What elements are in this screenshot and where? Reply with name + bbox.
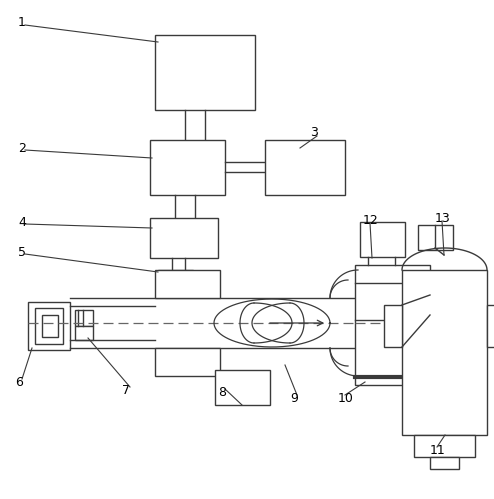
Bar (487, 305, 494, 347)
Bar (414, 435, 475, 457)
Bar (155, 35, 255, 110)
Bar (436, 228, 452, 248)
Text: 9: 9 (290, 392, 298, 405)
Bar (75, 326, 93, 340)
Bar (75, 310, 93, 326)
Bar (155, 270, 220, 298)
Text: 13: 13 (435, 212, 451, 225)
Text: 11: 11 (430, 444, 446, 457)
Text: 12: 12 (363, 214, 379, 227)
Bar (150, 218, 218, 258)
Bar (42, 315, 58, 337)
Text: 1: 1 (18, 15, 26, 28)
Bar (265, 140, 345, 195)
Bar (155, 348, 220, 376)
Bar (402, 270, 487, 435)
Bar (150, 140, 225, 195)
Bar (215, 370, 270, 405)
Text: 8: 8 (218, 386, 226, 399)
Text: 6: 6 (15, 376, 23, 389)
Text: 2: 2 (18, 142, 26, 155)
Text: 5: 5 (18, 246, 26, 258)
Text: 4: 4 (18, 216, 26, 229)
Text: 7: 7 (122, 384, 130, 397)
Bar (158, 270, 193, 288)
Text: 3: 3 (310, 127, 318, 140)
Bar (360, 222, 405, 257)
Bar (430, 457, 459, 469)
Bar (384, 305, 402, 347)
Bar (35, 308, 63, 344)
Text: 10: 10 (338, 392, 354, 405)
Bar (28, 302, 70, 350)
Bar (418, 225, 453, 250)
Bar (355, 265, 430, 385)
